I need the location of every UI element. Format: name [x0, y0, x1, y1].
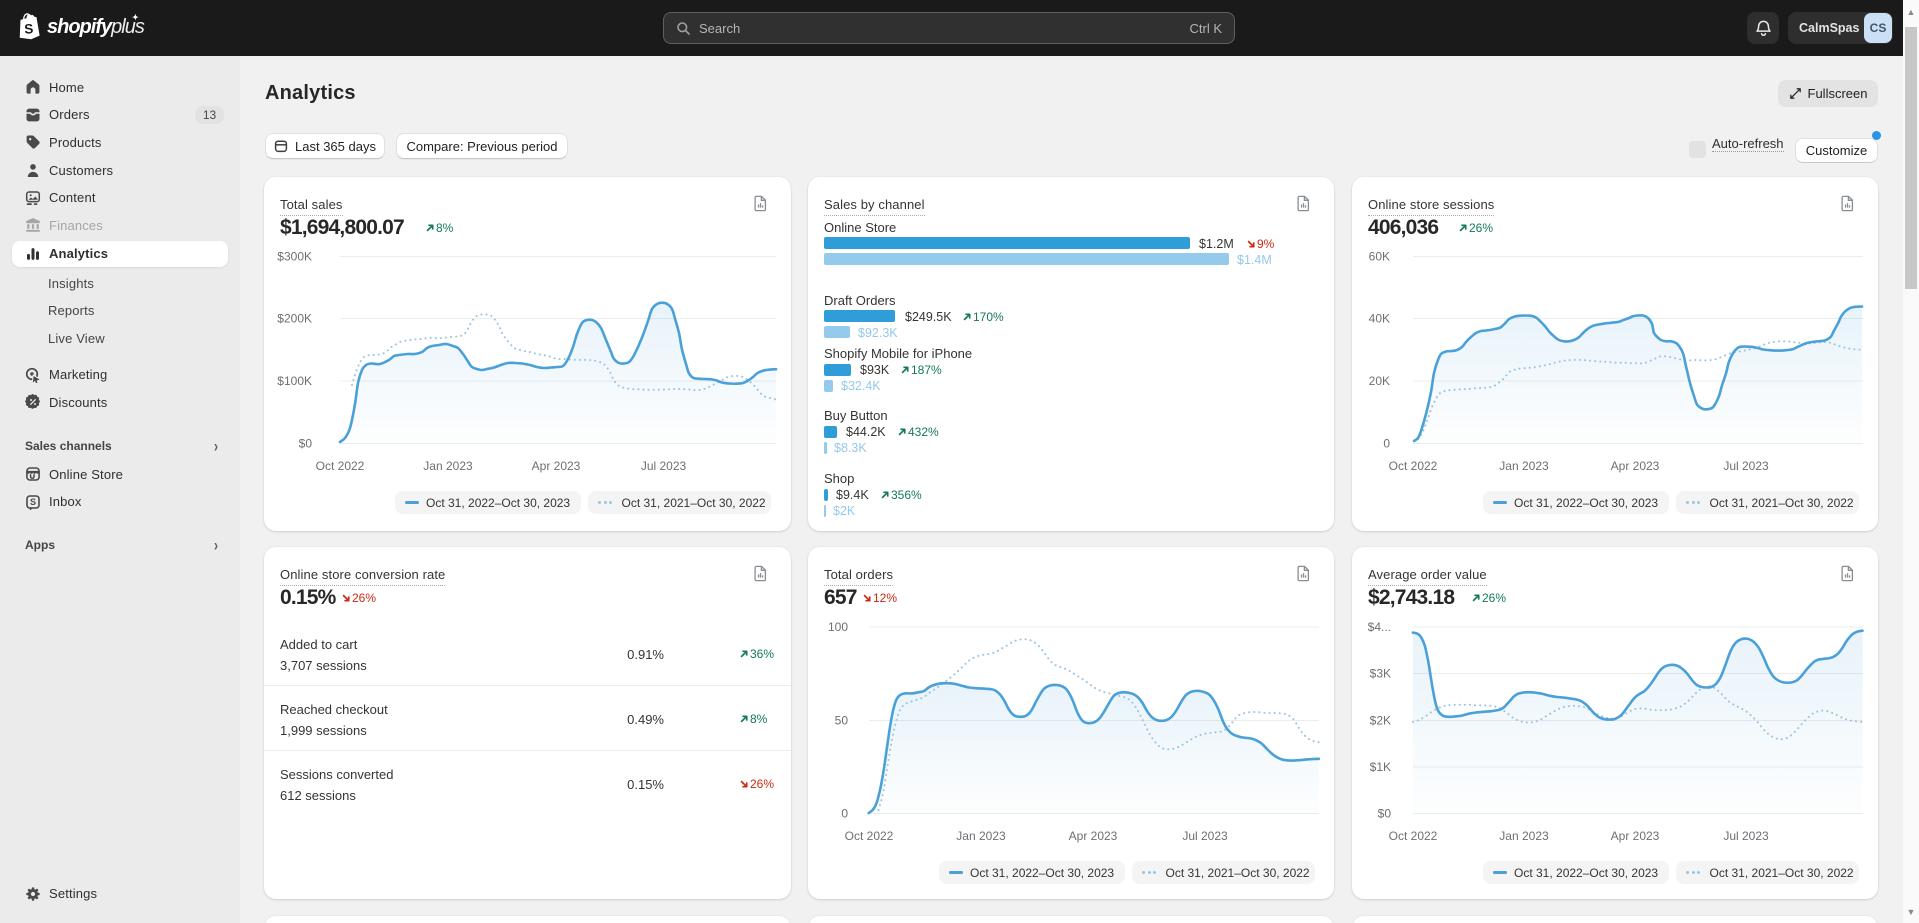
svg-text:0: 0: [841, 807, 848, 821]
svg-text:Jul 2023: Jul 2023: [1182, 829, 1228, 843]
svg-text:20K: 20K: [1369, 374, 1390, 388]
svg-text:$300K: $300K: [277, 250, 312, 264]
svg-text:S: S: [30, 497, 36, 507]
svg-text:$0: $0: [299, 437, 313, 451]
svg-text:Apr 2023: Apr 2023: [532, 459, 581, 473]
svg-text:Jul 2023: Jul 2023: [641, 459, 687, 473]
svg-text:Jul 2023: Jul 2023: [1723, 829, 1769, 843]
svg-text:Oct 2022: Oct 2022: [845, 829, 894, 843]
svg-text:$0: $0: [1378, 807, 1392, 821]
svg-text:Apr 2023: Apr 2023: [1611, 459, 1660, 473]
svg-text:$100K: $100K: [277, 374, 312, 388]
svg-text:$2K: $2K: [1370, 714, 1391, 728]
svg-text:$1K: $1K: [1370, 760, 1391, 774]
svg-text:40K: 40K: [1369, 312, 1390, 326]
svg-text:0: 0: [1383, 437, 1390, 451]
svg-text:50: 50: [835, 714, 849, 728]
svg-text:Oct 2022: Oct 2022: [1389, 459, 1438, 473]
svg-text:Jul 2023: Jul 2023: [1723, 459, 1769, 473]
svg-text:S: S: [24, 21, 34, 37]
svg-text:Apr 2023: Apr 2023: [1611, 829, 1660, 843]
svg-text:$3K: $3K: [1370, 667, 1391, 681]
svg-text:60K: 60K: [1369, 250, 1390, 264]
svg-text:Jan 2023: Jan 2023: [423, 459, 473, 473]
svg-text:Jan 2023: Jan 2023: [1499, 829, 1549, 843]
svg-text:$200K: $200K: [277, 312, 312, 326]
svg-text:Oct 2022: Oct 2022: [316, 459, 365, 473]
svg-text:Jan 2023: Jan 2023: [1499, 459, 1549, 473]
svg-text:$4...: $4...: [1368, 620, 1391, 634]
svg-text:Apr 2023: Apr 2023: [1069, 829, 1118, 843]
svg-text:Oct 2022: Oct 2022: [1389, 829, 1438, 843]
svg-text:100: 100: [828, 620, 848, 634]
svg-text:Jan 2023: Jan 2023: [956, 829, 1006, 843]
